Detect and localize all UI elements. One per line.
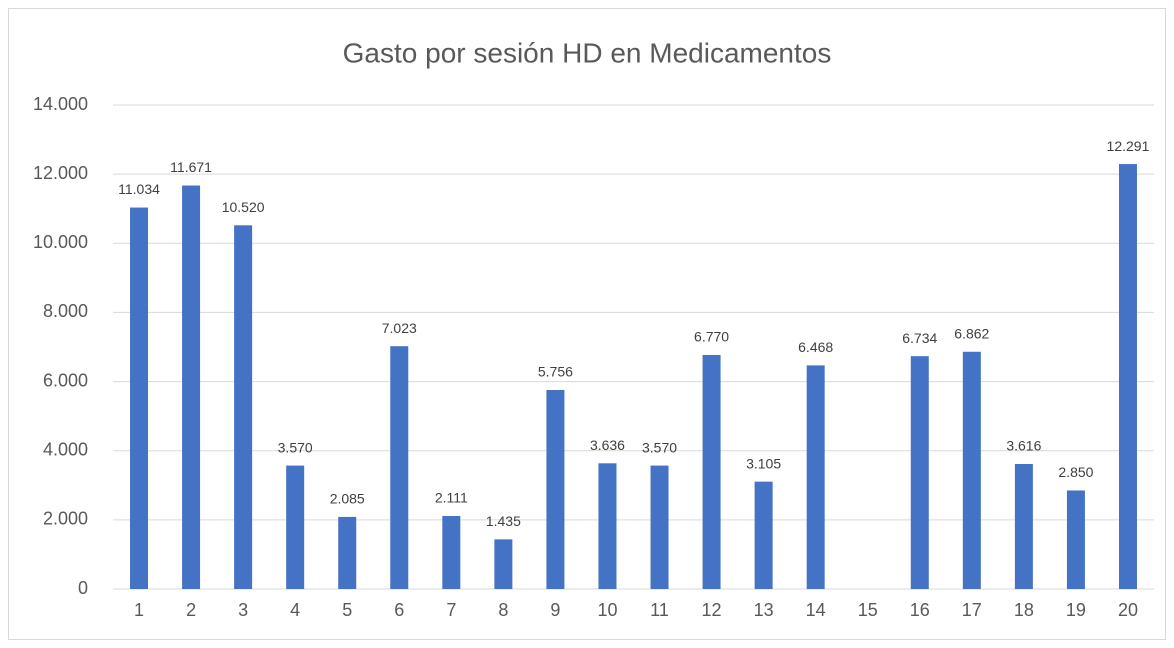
bar bbox=[442, 516, 461, 589]
x-tick-label: 9 bbox=[550, 600, 560, 620]
x-tick-label: 13 bbox=[754, 600, 774, 620]
x-tick-label: 15 bbox=[858, 600, 878, 620]
x-tick-label: 5 bbox=[342, 600, 352, 620]
value-label: 11.671 bbox=[170, 159, 212, 175]
bar bbox=[546, 390, 565, 589]
x-tick-label: 10 bbox=[597, 600, 617, 620]
x-tick-label: 2 bbox=[186, 600, 196, 620]
value-label: 3.616 bbox=[1006, 438, 1041, 454]
x-tick-label: 16 bbox=[910, 600, 930, 620]
value-label: 7.023 bbox=[382, 320, 417, 336]
y-tick-label: 10.000 bbox=[33, 232, 88, 252]
y-tick-label: 2.000 bbox=[43, 509, 88, 529]
x-tick-label: 3 bbox=[238, 600, 248, 620]
x-tick-label: 12 bbox=[702, 600, 722, 620]
y-tick-label: 12.000 bbox=[33, 163, 88, 183]
bar bbox=[962, 351, 981, 589]
value-label: 3.636 bbox=[590, 437, 625, 453]
bar bbox=[702, 354, 721, 589]
x-tick-label: 19 bbox=[1066, 600, 1086, 620]
value-label: 2.085 bbox=[330, 491, 365, 507]
x-tick-label: 8 bbox=[498, 600, 508, 620]
x-tick-label: 4 bbox=[290, 600, 300, 620]
y-tick-label: 6.000 bbox=[43, 370, 88, 390]
bar bbox=[910, 356, 929, 589]
value-label: 3.570 bbox=[278, 439, 313, 455]
value-label: 6.734 bbox=[902, 330, 937, 346]
bar bbox=[130, 207, 149, 589]
bar bbox=[390, 346, 409, 589]
x-tick-label: 1 bbox=[134, 600, 144, 620]
value-label: 11.034 bbox=[118, 181, 160, 197]
bar bbox=[182, 185, 201, 590]
value-label: 12.291 bbox=[1107, 138, 1150, 154]
x-tick-label: 18 bbox=[1014, 600, 1034, 620]
value-label: 6.862 bbox=[954, 325, 989, 341]
value-label: 2.850 bbox=[1058, 464, 1093, 480]
bar bbox=[1118, 164, 1137, 589]
value-label: 2.111 bbox=[435, 490, 468, 506]
bar bbox=[234, 225, 253, 589]
x-tick-label: 7 bbox=[446, 600, 456, 620]
value-label: 10.520 bbox=[222, 199, 265, 215]
y-tick-label: 8.000 bbox=[43, 301, 88, 321]
bar bbox=[754, 481, 773, 589]
value-label: 1.435 bbox=[486, 513, 521, 529]
chart-frame bbox=[8, 8, 1166, 640]
bar bbox=[650, 465, 669, 589]
value-label: 6.468 bbox=[798, 339, 833, 355]
bar bbox=[494, 539, 513, 589]
bar bbox=[338, 516, 357, 589]
value-label: 5.756 bbox=[538, 364, 573, 380]
x-tick-label: 14 bbox=[806, 600, 826, 620]
bar bbox=[1066, 490, 1085, 589]
value-label: 3.105 bbox=[746, 455, 781, 471]
y-tick-label: 4.000 bbox=[43, 439, 88, 459]
value-label: 3.570 bbox=[642, 439, 677, 455]
bar bbox=[1014, 463, 1033, 589]
chart-title: Gasto por sesión HD en Medicamentos bbox=[343, 37, 832, 68]
x-tick-label: 20 bbox=[1118, 600, 1138, 620]
x-tick-label: 6 bbox=[394, 600, 404, 620]
y-tick-label: 14.000 bbox=[33, 94, 88, 114]
bar bbox=[598, 463, 617, 589]
bar bbox=[806, 365, 825, 589]
x-tick-label: 17 bbox=[962, 600, 982, 620]
x-tick-label: 11 bbox=[650, 600, 669, 620]
value-label: 6.770 bbox=[694, 329, 729, 345]
bar bbox=[286, 465, 305, 589]
y-tick-label: 0 bbox=[78, 578, 88, 598]
